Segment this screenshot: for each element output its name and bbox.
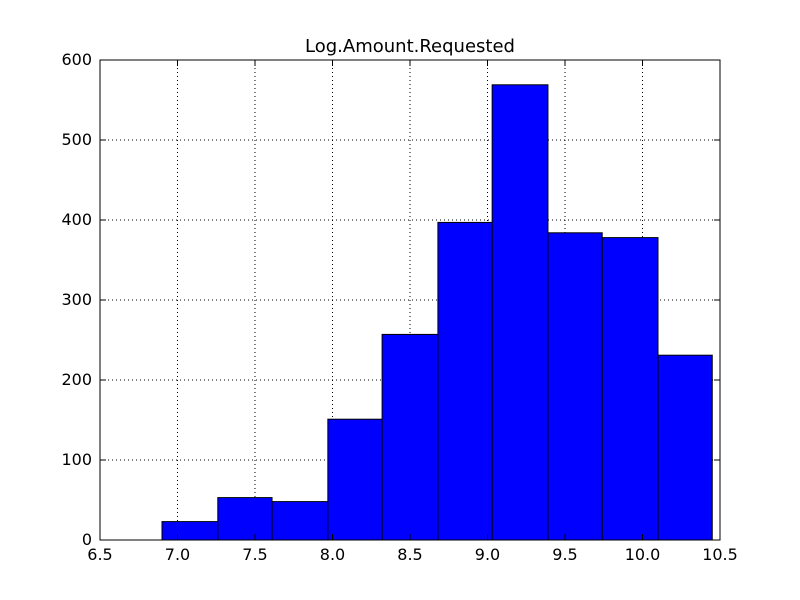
histogram-bar-9 bbox=[601, 237, 659, 541]
histogram-bar-10 bbox=[657, 354, 713, 541]
x-tick-label-5: 9.0 bbox=[475, 545, 500, 564]
labels-layer: 6.5 7.0 7.5 8.0 8.5 9.0 9.5 10.0 10.5 0 100 200 300 4… bbox=[61, 50, 737, 564]
x-tick-label-1: 7.0 bbox=[165, 545, 190, 564]
histogram-bar-2 bbox=[217, 497, 273, 541]
y-tick-label-6: 600 bbox=[61, 50, 92, 69]
histogram-bar-1 bbox=[161, 521, 219, 541]
x-tick-label-0: 6.5 bbox=[87, 545, 112, 564]
y-tick-label-2: 200 bbox=[61, 370, 92, 389]
x-tick-label-7: 10.0 bbox=[625, 545, 661, 564]
histogram-bar-5 bbox=[381, 333, 439, 541]
y-tick-label-3: 300 bbox=[61, 290, 92, 309]
x-tick-label-2: 7.5 bbox=[242, 545, 267, 564]
x-tick-label-6: 9.5 bbox=[552, 545, 577, 564]
histogram-bar-8 bbox=[547, 232, 603, 541]
x-tick-label-3: 8.0 bbox=[320, 545, 345, 564]
ticks-layer bbox=[99, 59, 721, 541]
histogram-bar-6 bbox=[437, 221, 493, 541]
histogram-bar-7 bbox=[491, 84, 549, 541]
y-tick-label-1: 100 bbox=[61, 450, 92, 469]
histogram-bar-4 bbox=[327, 418, 383, 541]
y-tick-label-5: 500 bbox=[61, 130, 92, 149]
x-tick-label-8: 10.5 bbox=[702, 545, 738, 564]
histogram-bar-3 bbox=[271, 501, 329, 541]
y-tick-label-4: 400 bbox=[61, 210, 92, 229]
y-tick-label-0: 0 bbox=[82, 530, 92, 549]
x-tick-label-4: 8.5 bbox=[397, 545, 422, 564]
chart-title: Log.Amount.Requested bbox=[305, 36, 515, 57]
bars-layer bbox=[161, 84, 713, 541]
